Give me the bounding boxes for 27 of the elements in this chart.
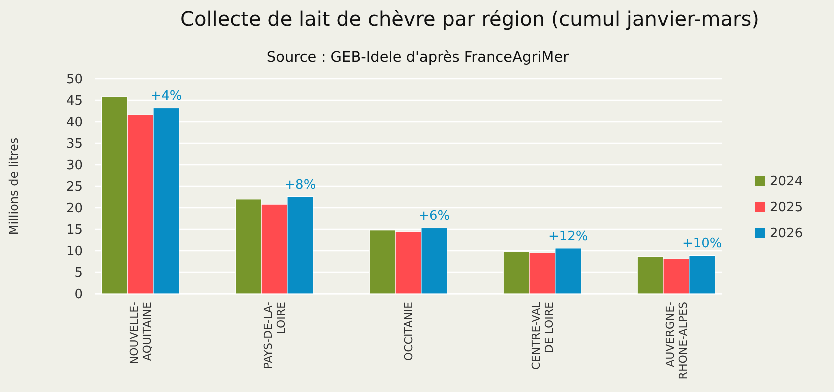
x-tick-label: OCCITANIE bbox=[402, 302, 416, 362]
y-tick-label: 30 bbox=[66, 158, 83, 174]
y-tick-label: 0 bbox=[74, 288, 83, 303]
chart-subtitle: Source : GEB-Idele d'après FranceAgriMer bbox=[266, 50, 570, 66]
legend-label: 2025 bbox=[770, 200, 804, 216]
y-tick-label: 50 bbox=[66, 72, 83, 88]
y-tick-label: 5 bbox=[74, 266, 83, 282]
y-axis-title: Millions de litres bbox=[7, 138, 21, 236]
y-tick-label: 35 bbox=[66, 137, 83, 152]
y-tick-label: 25 bbox=[66, 180, 83, 196]
annotation: +8% bbox=[284, 178, 316, 193]
annotation: +4% bbox=[150, 89, 182, 104]
legend-label: 2026 bbox=[770, 226, 804, 242]
x-tick-label: AUVERGNE- RHONE-ALPES bbox=[664, 302, 690, 380]
y-tick-label: 10 bbox=[66, 244, 83, 260]
x-tick-label: PAYS-DE-LA- LOIRE bbox=[262, 302, 288, 370]
y-tick-label: 45 bbox=[66, 94, 83, 110]
chart-title: Collecte de lait de chèvre par région (cumul janvier-mars) bbox=[180, 7, 760, 31]
x-tick-label: CENTRE-VAL DE LOIRE bbox=[530, 301, 556, 370]
legend-label: 2024 bbox=[770, 174, 804, 190]
x-tick-label: NOUVELLE- AQUITAINE bbox=[128, 302, 154, 365]
annotation: +10% bbox=[682, 236, 722, 252]
y-tick-label: 40 bbox=[66, 116, 83, 131]
y-tick-label: 20 bbox=[66, 202, 83, 217]
annotation: +6% bbox=[418, 209, 450, 224]
y-tick-label: 15 bbox=[66, 223, 83, 238]
annotation: +12% bbox=[548, 229, 588, 244]
